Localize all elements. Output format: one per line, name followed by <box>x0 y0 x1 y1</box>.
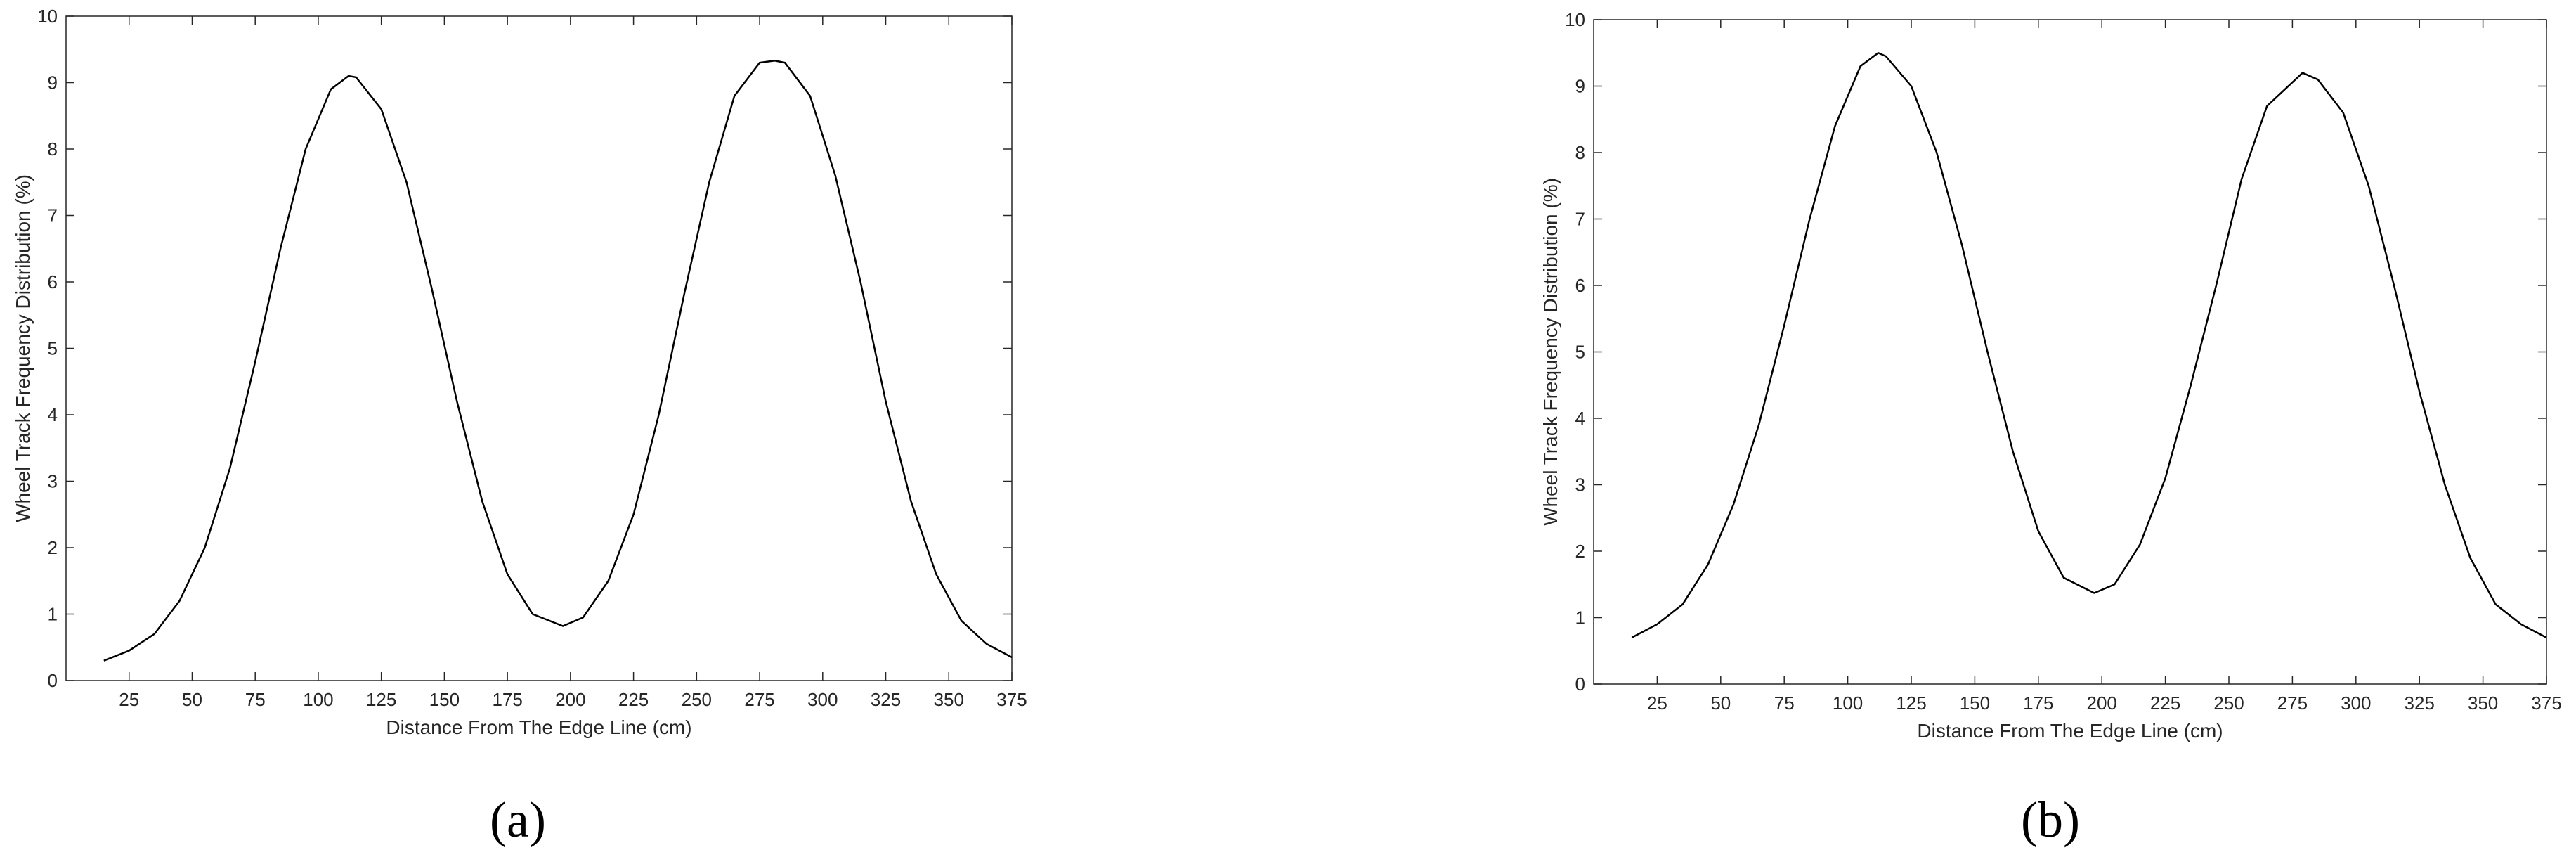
x-tick-label: 300 <box>807 689 838 710</box>
plot-area <box>65 15 1013 681</box>
y-tick-label: 3 <box>48 471 58 492</box>
caption: (a) <box>490 792 546 848</box>
y-tick-label: 1 <box>1575 607 1585 629</box>
x-tick-label: 75 <box>245 689 266 710</box>
x-tick-label: 150 <box>1960 692 1990 714</box>
x-tick-label: 50 <box>1710 692 1731 714</box>
y-tick-label: 4 <box>48 404 58 425</box>
y-tick-label: 5 <box>1575 342 1585 363</box>
y-tick-label: 2 <box>1575 541 1585 562</box>
y-tick-label: 6 <box>48 271 58 292</box>
x-tick-label: 300 <box>2341 692 2371 714</box>
y-tick-label: 6 <box>1575 275 1585 296</box>
x-tick-label: 325 <box>871 689 901 710</box>
x-tick-label: 325 <box>2405 692 2435 714</box>
x-tick-label: 250 <box>2213 692 2244 714</box>
x-tick-label: 350 <box>2468 692 2498 714</box>
caption: (b) <box>2021 792 2080 848</box>
x-tick-label: 225 <box>2150 692 2180 714</box>
x-tick-label: 100 <box>1833 692 1863 714</box>
x-tick-label: 275 <box>2277 692 2308 714</box>
x-tick-label: 200 <box>2087 692 2117 714</box>
x-axis-label: Distance From The Edge Line (cm) <box>386 716 691 738</box>
y-tick-label: 9 <box>1575 76 1585 97</box>
y-axis-label: Wheel Track Frequency Distribution (%) <box>12 174 34 522</box>
chart: 0 1 2 3 4 5 6 7 8 9 10 25 50 75 100 125 150 175 200 225 250 2… <box>12 6 1027 848</box>
x-tick-label: 125 <box>366 689 396 710</box>
y-tick-label: 5 <box>48 338 58 359</box>
y-tick-label: 0 <box>1575 674 1585 695</box>
x-tick-label: 50 <box>182 689 202 710</box>
y-tick-label: 4 <box>1575 408 1585 429</box>
x-tick-label: 350 <box>934 689 964 710</box>
y-axis-label: Wheel Track Frequency Distribution (%) <box>1540 178 1561 526</box>
y-tick-label: 8 <box>48 138 58 160</box>
x-tick-label: 200 <box>555 689 585 710</box>
y-tick-label: 1 <box>48 604 58 625</box>
y-tick-label: 0 <box>48 670 58 691</box>
x-tick-label: 25 <box>119 689 139 710</box>
y-tick-label: 7 <box>1575 209 1585 230</box>
x-tick-label: 375 <box>996 689 1027 710</box>
y-tick-label: 10 <box>1565 9 1585 30</box>
x-tick-label: 125 <box>1896 692 1926 714</box>
x-tick-label: 225 <box>618 689 649 710</box>
y-tick-label: 9 <box>48 72 58 94</box>
y-tick-label: 8 <box>1575 142 1585 163</box>
x-tick-label: 100 <box>303 689 333 710</box>
y-tick-label: 7 <box>48 205 58 226</box>
x-tick-label: 375 <box>2531 692 2561 714</box>
x-tick-label: 275 <box>744 689 774 710</box>
x-tick-label: 75 <box>1774 692 1795 714</box>
x-tick-label: 250 <box>682 689 712 710</box>
plot-area <box>1593 19 2547 685</box>
x-tick-label: 25 <box>1647 692 1667 714</box>
x-tick-label: 150 <box>429 689 460 710</box>
data-line <box>1631 51 2547 638</box>
x-axis-label: Distance From The Edge Line (cm) <box>1917 720 2223 742</box>
x-tick-label: 175 <box>2023 692 2053 714</box>
data-line <box>103 60 1013 662</box>
y-tick-label: 2 <box>48 537 58 558</box>
chart: 0 1 2 3 4 5 6 7 8 9 10 25 50 75 100 125 150 175 200 225 250 2… <box>1540 9 2562 848</box>
y-tick-label: 10 <box>37 6 58 27</box>
y-tick-label: 3 <box>1575 475 1585 496</box>
x-tick-label: 175 <box>492 689 522 710</box>
